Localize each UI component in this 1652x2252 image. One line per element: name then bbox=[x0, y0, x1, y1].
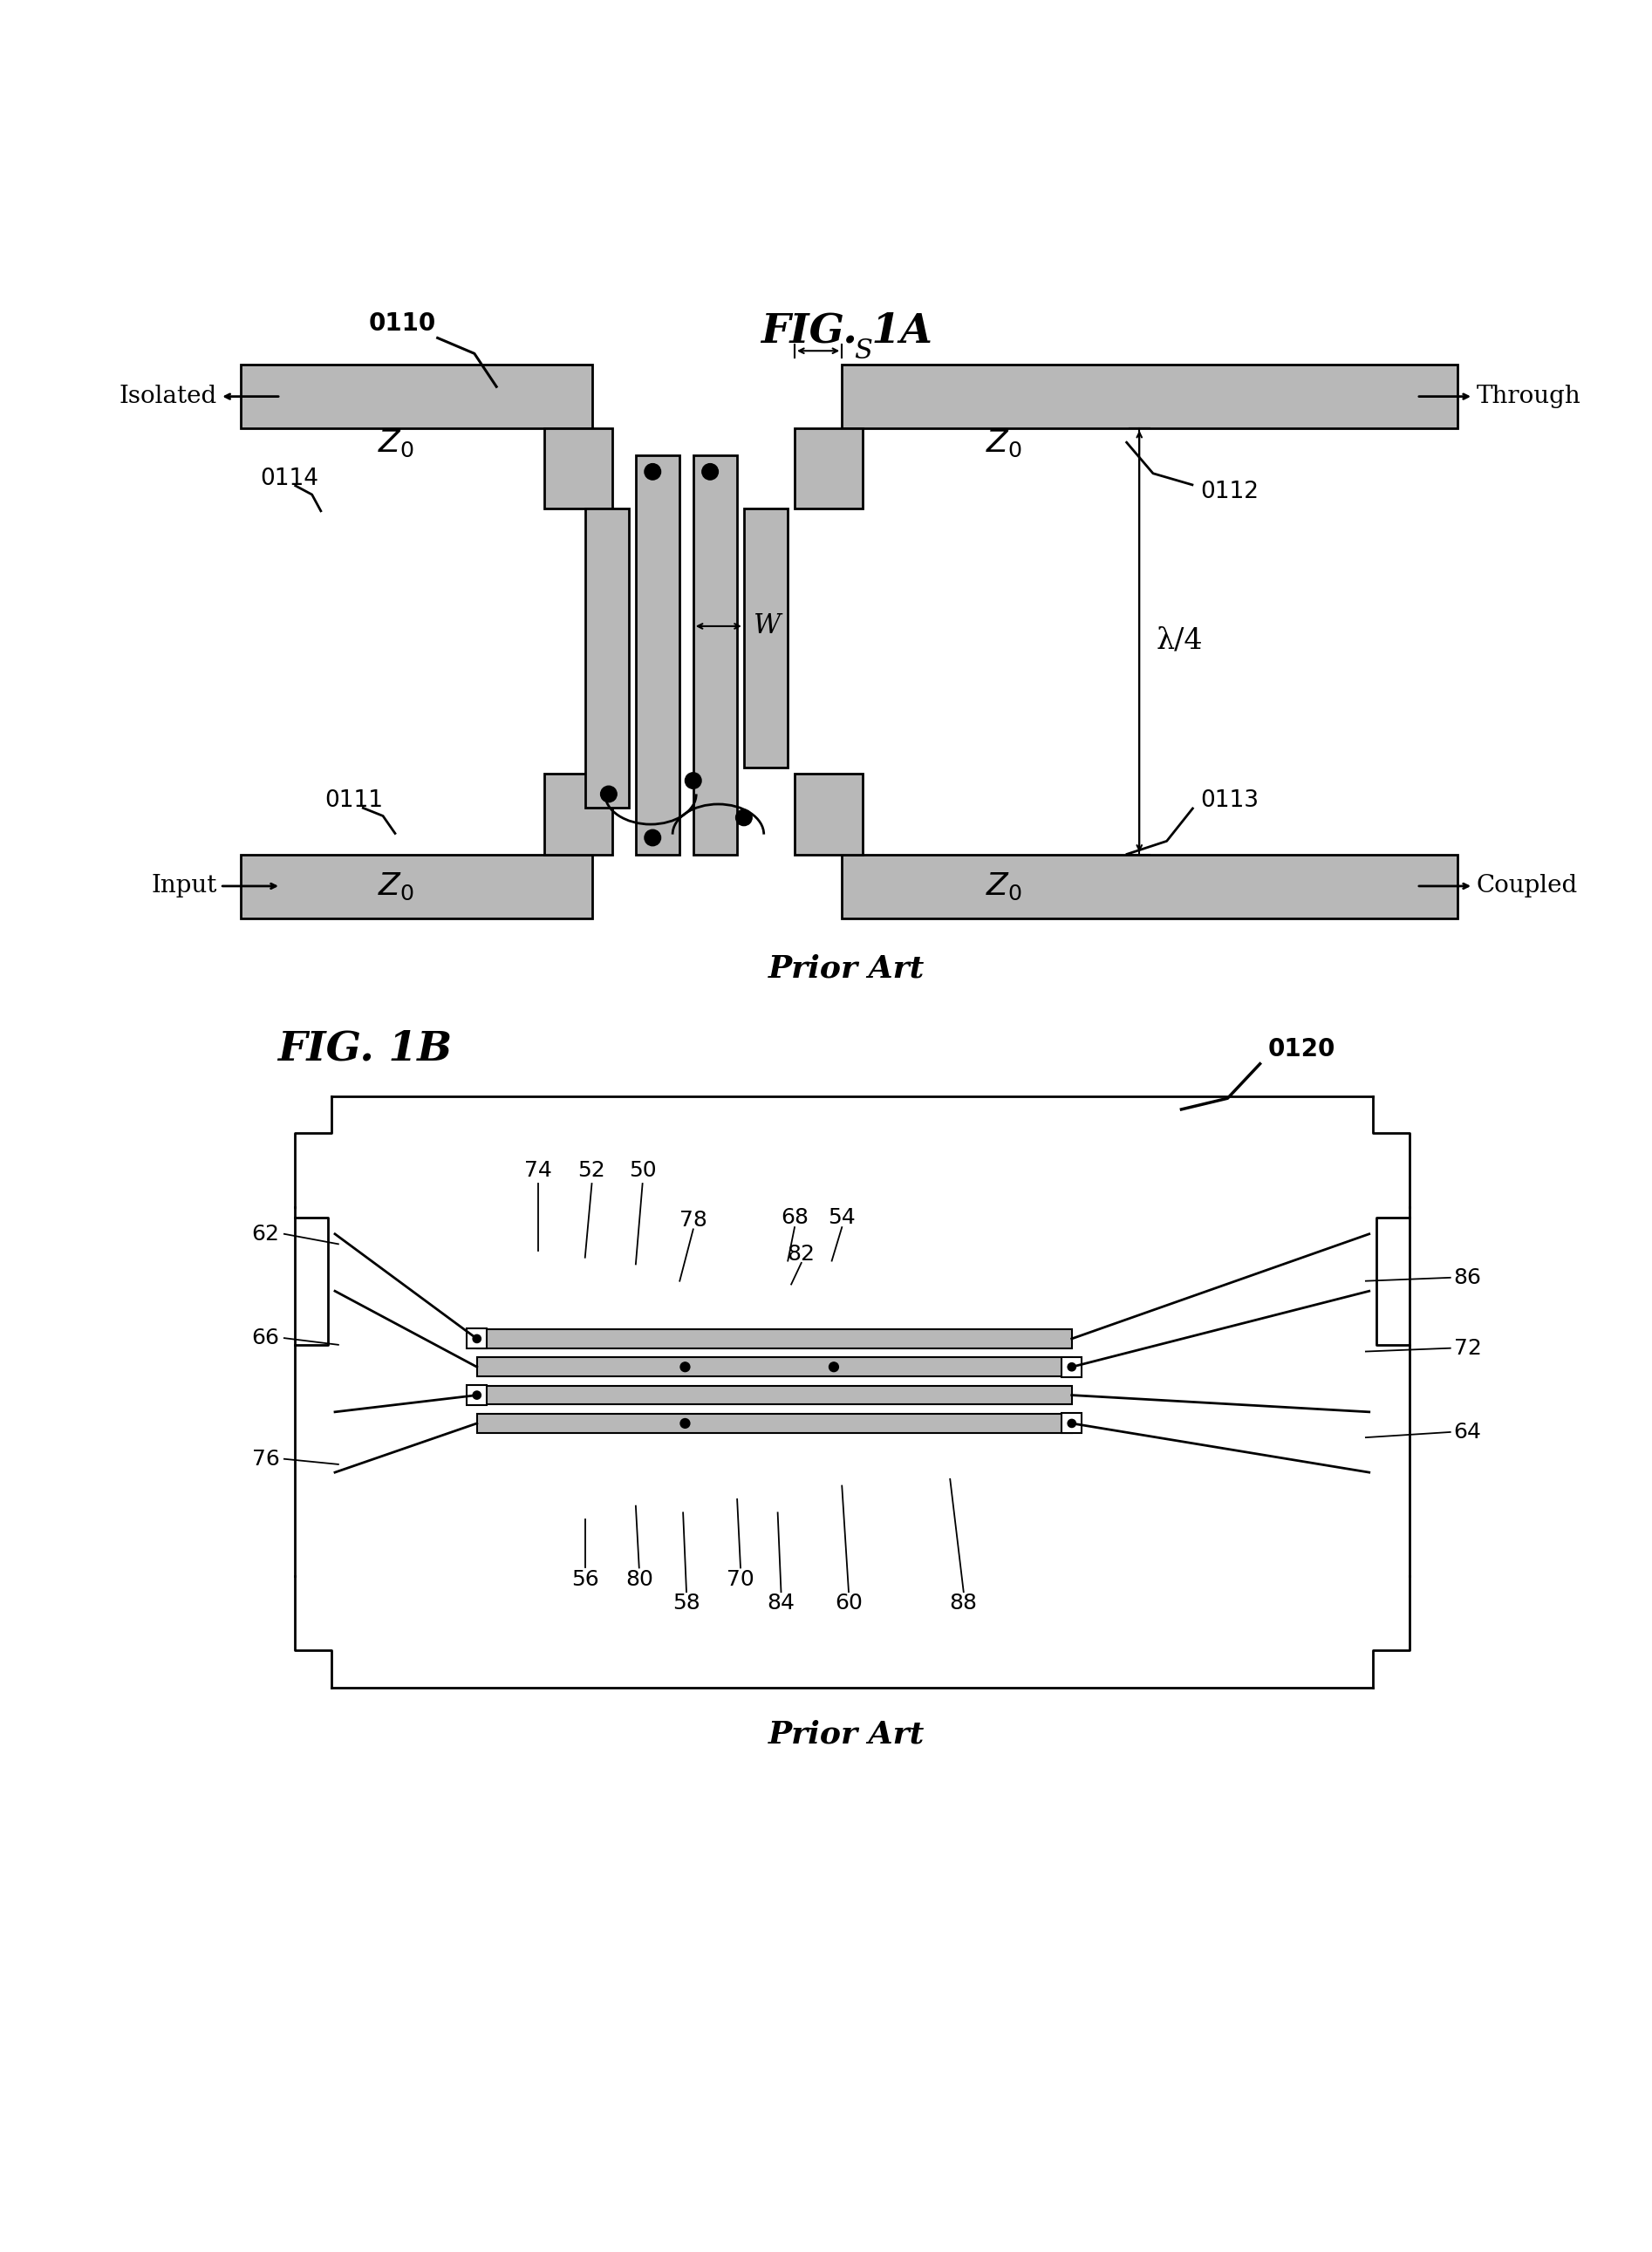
Text: FIG. 1B: FIG. 1B bbox=[278, 1029, 453, 1070]
Text: 62: 62 bbox=[251, 1223, 279, 1245]
Bar bbox=[545, 775, 613, 854]
Text: $Z_0$: $Z_0$ bbox=[378, 428, 415, 459]
Bar bbox=[468, 1385, 487, 1405]
Text: 78: 78 bbox=[679, 1209, 707, 1232]
Text: FIG. 1A: FIG. 1A bbox=[762, 311, 932, 351]
Text: 0114: 0114 bbox=[261, 466, 319, 489]
Text: 70: 70 bbox=[727, 1570, 755, 1590]
Bar bbox=[1062, 1358, 1082, 1376]
Circle shape bbox=[702, 464, 719, 480]
Text: 84: 84 bbox=[767, 1592, 795, 1615]
Text: 60: 60 bbox=[834, 1592, 862, 1615]
Text: 0120: 0120 bbox=[1267, 1038, 1335, 1061]
Bar bbox=[477, 1385, 1072, 1405]
Bar bbox=[1062, 1414, 1082, 1435]
Circle shape bbox=[601, 786, 616, 802]
Bar bbox=[240, 854, 591, 919]
Text: S: S bbox=[854, 338, 872, 365]
Text: 0112: 0112 bbox=[1201, 480, 1259, 502]
Text: 82: 82 bbox=[788, 1243, 816, 1266]
Text: 58: 58 bbox=[672, 1592, 700, 1615]
Text: $Z_0$: $Z_0$ bbox=[986, 872, 1023, 903]
Circle shape bbox=[681, 1362, 691, 1371]
Bar bbox=[545, 428, 613, 509]
Text: 72: 72 bbox=[1454, 1338, 1482, 1358]
Circle shape bbox=[1067, 1419, 1075, 1428]
Bar bbox=[743, 509, 788, 768]
Bar bbox=[843, 365, 1457, 428]
Circle shape bbox=[681, 1419, 691, 1428]
Circle shape bbox=[1067, 1362, 1075, 1371]
Text: 56: 56 bbox=[572, 1570, 600, 1590]
Bar bbox=[477, 1358, 1072, 1376]
Circle shape bbox=[644, 829, 661, 847]
Text: 88: 88 bbox=[950, 1592, 978, 1615]
Bar bbox=[468, 1329, 487, 1349]
Bar bbox=[636, 455, 679, 854]
Bar bbox=[795, 775, 862, 854]
Bar bbox=[477, 1329, 1072, 1349]
Text: $Z_0$: $Z_0$ bbox=[378, 872, 415, 903]
Text: 68: 68 bbox=[781, 1207, 808, 1227]
Text: 0113: 0113 bbox=[1201, 790, 1259, 813]
Text: 74: 74 bbox=[524, 1160, 552, 1180]
Circle shape bbox=[472, 1392, 481, 1398]
Text: Prior Art: Prior Art bbox=[768, 955, 925, 984]
Text: λ/4: λ/4 bbox=[1156, 626, 1203, 655]
Circle shape bbox=[735, 808, 752, 826]
Circle shape bbox=[644, 464, 661, 480]
Text: Input: Input bbox=[150, 874, 216, 899]
Bar bbox=[694, 455, 737, 854]
Text: 54: 54 bbox=[828, 1207, 856, 1227]
Text: $Z_0$: $Z_0$ bbox=[986, 428, 1023, 459]
Text: 64: 64 bbox=[1454, 1421, 1482, 1444]
Bar bbox=[477, 1414, 1072, 1432]
Text: 80: 80 bbox=[624, 1570, 653, 1590]
Circle shape bbox=[472, 1335, 481, 1342]
Text: Isolated: Isolated bbox=[119, 385, 216, 408]
Text: W: W bbox=[753, 613, 781, 640]
Text: 86: 86 bbox=[1454, 1268, 1482, 1288]
Bar bbox=[240, 365, 591, 428]
Text: 76: 76 bbox=[251, 1448, 279, 1468]
Text: Coupled: Coupled bbox=[1477, 874, 1578, 899]
Circle shape bbox=[829, 1362, 839, 1371]
Text: 66: 66 bbox=[251, 1329, 279, 1349]
Bar bbox=[795, 428, 862, 509]
Bar bbox=[585, 509, 629, 808]
Bar bbox=[843, 854, 1457, 919]
Text: 52: 52 bbox=[578, 1160, 606, 1180]
Text: 50: 50 bbox=[629, 1160, 656, 1180]
Text: Prior Art: Prior Art bbox=[768, 1721, 925, 1750]
Text: 0110: 0110 bbox=[368, 311, 436, 336]
Text: Through: Through bbox=[1477, 385, 1581, 408]
Text: 0111: 0111 bbox=[325, 790, 383, 813]
Circle shape bbox=[686, 772, 702, 788]
